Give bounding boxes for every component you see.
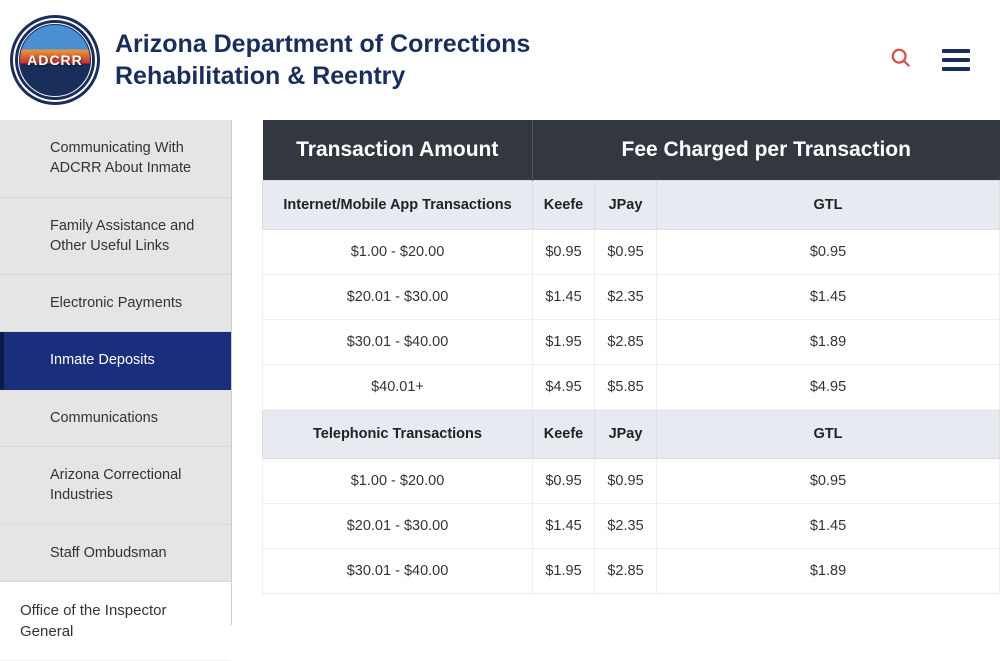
amount-cell: $40.01+ [263,365,533,410]
fee-cell: $0.95 [595,459,657,504]
amount-cell: $20.01 - $30.00 [263,504,533,549]
table-row: $20.01 - $30.00$1.45$2.35$1.45 [263,504,1000,549]
th-transaction-amount: Transaction Amount [263,120,533,181]
fee-table: Transaction Amount Fee Charged per Trans… [262,120,1000,594]
fee-cell: $0.95 [657,459,1000,504]
sidebar-nav: Communicating With ADCRR About InmateFam… [0,120,232,625]
amount-cell: $1.00 - $20.00 [263,230,533,275]
th-fee-charged: Fee Charged per Transaction [533,120,1000,181]
site-header: ADCRR Arizona Department of Corrections … [0,0,1000,120]
fee-cell: $4.95 [657,365,1000,410]
fee-cell: $1.89 [657,549,1000,594]
amount-cell: $1.00 - $20.00 [263,459,533,504]
amount-cell: $30.01 - $40.00 [263,320,533,365]
sidebar-item-5[interactable]: Arizona Correctional Industries [0,447,231,525]
table-row: $1.00 - $20.00$0.95$0.95$0.95 [263,459,1000,504]
table-row: $20.01 - $30.00$1.45$2.35$1.45 [263,275,1000,320]
site-title: Arizona Department of Corrections Rehabi… [115,28,890,93]
fee-cell: $0.95 [533,459,595,504]
provider-header-gtl: GTL [657,410,1000,459]
site-logo[interactable]: ADCRR [10,15,100,105]
fee-cell: $1.95 [533,320,595,365]
fee-cell: $1.89 [657,320,1000,365]
fee-cell: $2.85 [595,549,657,594]
table-row: $40.01+$4.95$5.85$4.95 [263,365,1000,410]
fee-cell: $1.45 [533,275,595,320]
table-row: $1.00 - $20.00$0.95$0.95$0.95 [263,230,1000,275]
title-line-1: Arizona Department of Corrections [115,30,530,58]
sidebar-item-6[interactable]: Staff Ombudsman [0,525,231,582]
sidebar-item-0[interactable]: Communicating With ADCRR About Inmate [0,120,231,198]
section-title: Internet/Mobile App Transactions [263,181,533,230]
provider-header-jpay: JPay [595,181,657,230]
fee-cell: $1.45 [657,504,1000,549]
amount-cell: $30.01 - $40.00 [263,549,533,594]
sidebar-item-1[interactable]: Family Assistance and Other Useful Links [0,198,231,276]
amount-cell: $20.01 - $30.00 [263,275,533,320]
fee-cell: $0.95 [533,230,595,275]
sidebar-item-3[interactable]: Inmate Deposits [0,332,231,389]
search-icon[interactable] [890,47,912,74]
fee-cell: $2.35 [595,275,657,320]
table-row: $30.01 - $40.00$1.95$2.85$1.89 [263,549,1000,594]
provider-header-gtl: GTL [657,181,1000,230]
fee-cell: $0.95 [657,230,1000,275]
fee-cell: $1.45 [533,504,595,549]
provider-header-keefe: Keefe [533,410,595,459]
table-row: $30.01 - $40.00$1.95$2.85$1.89 [263,320,1000,365]
provider-header-keefe: Keefe [533,181,595,230]
sidebar-item-2[interactable]: Electronic Payments [0,275,231,332]
main-content: Transaction Amount Fee Charged per Trans… [232,120,1000,625]
fee-cell: $5.85 [595,365,657,410]
fee-cell: $4.95 [533,365,595,410]
sidebar-item-4[interactable]: Communications [0,390,231,447]
fee-cell: $0.95 [595,230,657,275]
hamburger-menu-icon[interactable] [942,44,970,76]
fee-cell: $2.35 [595,504,657,549]
fee-cell: $2.85 [595,320,657,365]
fee-cell: $1.45 [657,275,1000,320]
provider-header-jpay: JPay [595,410,657,459]
sidebar-item-inspector-general[interactable]: Office of the Inspector General [0,582,231,661]
title-line-2: Rehabilitation & Reentry [115,62,405,90]
logo-abbr: ADCRR [27,52,83,68]
section-title: Telephonic Transactions [263,410,533,459]
fee-cell: $1.95 [533,549,595,594]
